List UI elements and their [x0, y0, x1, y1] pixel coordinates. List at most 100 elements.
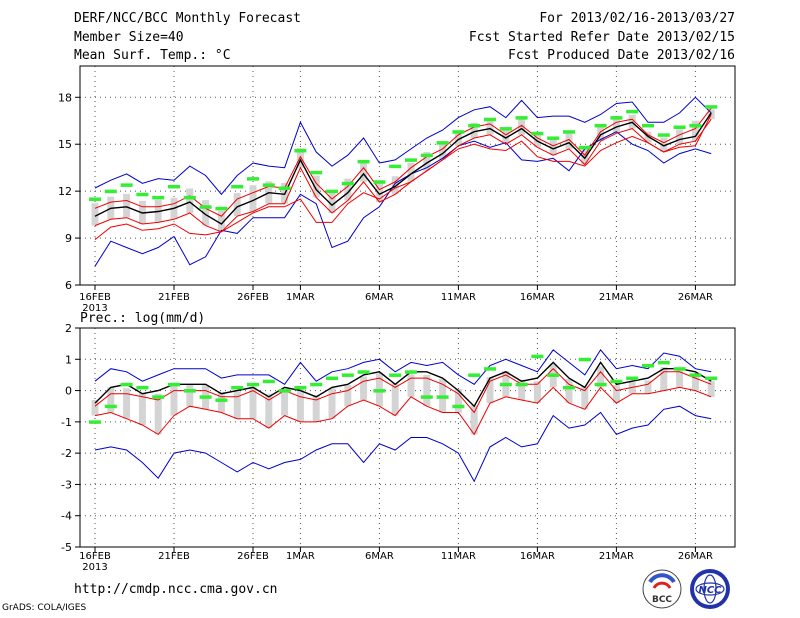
precipitation-median-mark: [136, 385, 149, 390]
temperature-median-mark: [89, 197, 101, 201]
precipitation-box: [533, 381, 541, 404]
grads-credit: GrADS: COLA/IGES: [2, 603, 87, 613]
precipitation-median-mark: [373, 389, 386, 393]
temperature-median-mark: [499, 127, 512, 131]
temperature-box: [612, 117, 620, 134]
precipitation-median-mark: [657, 360, 670, 365]
temperature-upper-line: [94, 107, 712, 217]
precipitation-median-mark: [547, 373, 560, 377]
bcc-logo: BCC: [642, 569, 682, 609]
precipitation-box: [707, 381, 715, 397]
temperature-box: [202, 200, 210, 226]
temperature-box: [549, 138, 557, 156]
precipitation-box: [249, 386, 257, 419]
precipitation-median-mark: [673, 367, 686, 371]
temperature-box: [486, 119, 494, 135]
precipitation-median-mark: [152, 395, 165, 399]
temperature-median-mark: [373, 180, 386, 184]
precipitation-ytick-label: -5: [61, 541, 72, 554]
precipitation-box: [691, 375, 699, 391]
temperature-xtick-label: 16FEB: [79, 292, 111, 303]
precipitation-box: [170, 385, 178, 416]
temperature-box: [344, 178, 352, 201]
precipitation-box: [138, 392, 146, 425]
temperature-min-line: [94, 114, 712, 240]
precipitation-box: [265, 393, 273, 429]
precipitation-median-mark: [563, 385, 575, 390]
precipitation-median-mark: [499, 382, 512, 387]
precipitation-median-mark: [689, 373, 702, 377]
precipitation-box: [660, 367, 668, 391]
website-url[interactable]: http://cmdp.ncc.cma.gov.cn: [74, 582, 278, 597]
temperature-lower-line: [94, 118, 712, 233]
precipitation-box: [676, 367, 684, 388]
precipitation-median-mark: [278, 389, 291, 393]
precipitation-median-mark: [642, 364, 654, 368]
temperature-box: [691, 120, 699, 142]
precipitation-box: [518, 379, 526, 400]
temperature-median-mark: [436, 141, 449, 145]
precipitation-upper-line: [94, 367, 712, 414]
precipitation-xtick-label: 16FEB: [79, 551, 111, 562]
temperature-median-mark: [215, 206, 228, 211]
precipitation-ytick-label: 2: [65, 322, 72, 335]
temperature-median-mark: [673, 125, 686, 130]
precipitation-plot-frame: [79, 327, 736, 548]
precipitation-box: [597, 366, 605, 388]
precipitation-box: [154, 393, 162, 435]
produced-date: Fcst Produced Date 2013/02/16: [508, 48, 735, 63]
precipitation-box: [107, 387, 115, 413]
temperature-median-mark: [610, 116, 623, 120]
temperature-xtick-label: 11MAR: [441, 292, 476, 303]
precipitation-ytick-label: -3: [61, 478, 72, 491]
temperature-median-mark: [120, 183, 133, 187]
temperature-xtick-label: 21MAR: [599, 292, 634, 303]
precipitation-median-mark: [183, 389, 196, 393]
temperature-box: [407, 162, 415, 182]
precipitation-min-line: [94, 405, 712, 483]
temperature-mean-line: [94, 112, 712, 225]
temperature-box: [233, 193, 241, 217]
temperature-median-mark: [136, 192, 149, 197]
precipitation-box: [123, 388, 131, 419]
temperature-median-mark: [468, 123, 481, 128]
precipitation-box: [344, 385, 352, 407]
precipitation-median-mark: [231, 385, 244, 390]
temperature-median-mark: [310, 170, 323, 175]
precipitation-xtick-label: 16MAR: [520, 551, 555, 562]
precipitation-box: [565, 378, 573, 404]
temperature-ytick-label: 15: [58, 138, 72, 151]
temperature-box: [249, 185, 257, 212]
precipitation-box: [186, 385, 194, 407]
precipitation-box: [423, 374, 431, 407]
temperature-box: [296, 148, 304, 168]
temperature-xtick-label: 16MAR: [520, 292, 555, 303]
temperature-median-mark: [594, 123, 607, 128]
temperature-box: [312, 175, 320, 198]
precipitation-median-mark: [120, 382, 133, 387]
temperature-median-mark: [247, 177, 259, 181]
temperature-ytick-label: 9: [65, 232, 72, 245]
temperature-median-mark: [563, 130, 575, 134]
precipitation-xtick-label: 26MAR: [678, 551, 713, 562]
precipitation-median-mark: [389, 373, 402, 377]
refer-date: Fcst Started Refer Date 2013/02/15: [468, 30, 735, 45]
precipitation-median-mark: [215, 398, 228, 402]
precipitation-median-mark: [452, 404, 465, 409]
precipitation-median-mark: [531, 354, 544, 359]
temperature-box: [186, 188, 194, 214]
precipitation-xtick-label: 21MAR: [599, 551, 634, 562]
temperature-plot-frame: [79, 65, 736, 286]
temperature-median-mark: [578, 145, 591, 150]
temperature-median-mark: [642, 123, 654, 128]
precipitation-median-mark: [436, 395, 449, 399]
temperature-box: [518, 119, 526, 135]
precipitation-box: [360, 376, 368, 400]
precipitation-xtick-label: 1MAR: [286, 551, 315, 562]
ncc-logo-text: NCC: [698, 585, 722, 596]
precipitation-median-mark: [626, 376, 639, 381]
temperature-box: [391, 176, 399, 195]
temperature-median-mark: [515, 116, 528, 120]
variable-label: Mean Surf. Temp.: °C: [74, 48, 231, 63]
